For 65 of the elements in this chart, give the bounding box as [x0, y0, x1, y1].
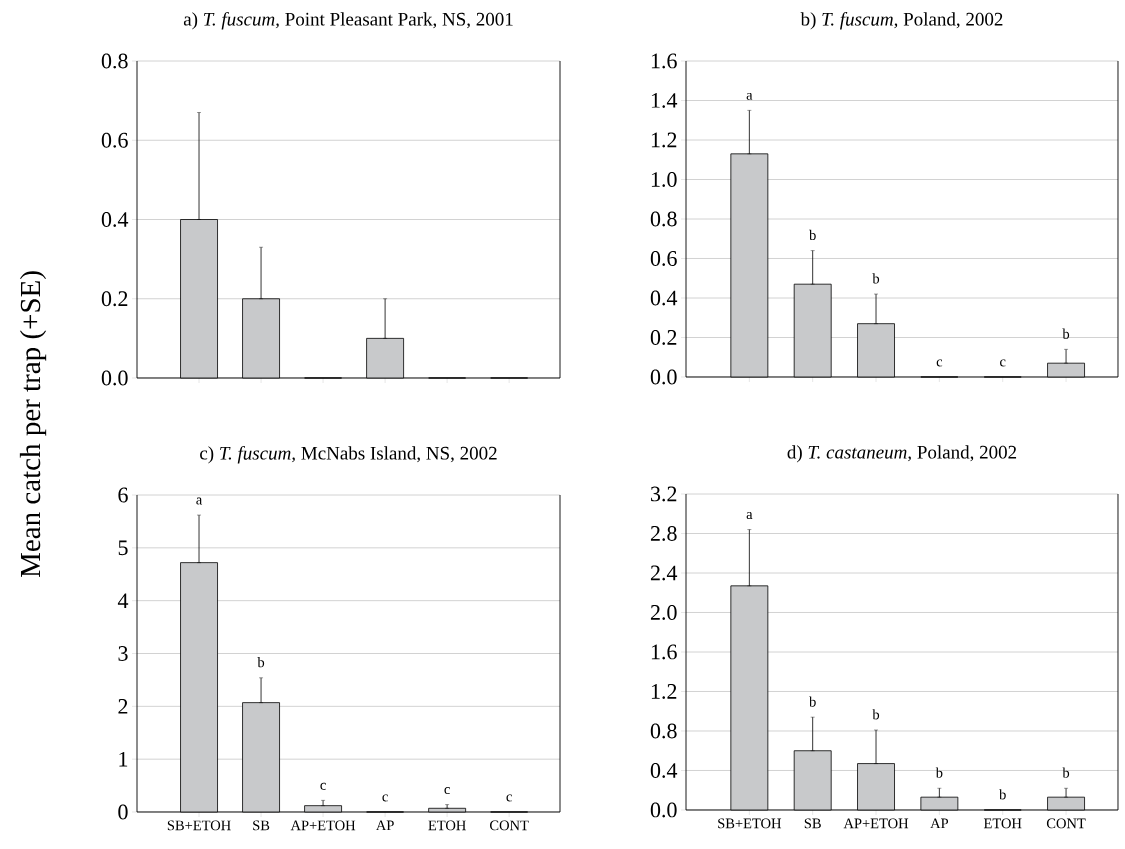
- y-tick-label: 0.0: [650, 369, 677, 385]
- x-tick-label: SB: [253, 820, 270, 831]
- y-tick-label: 1.6: [651, 644, 677, 660]
- x-tick-label: AP: [375, 820, 394, 831]
- y-tick-label: 0.4: [650, 290, 678, 306]
- y-tick-label: 1.0: [651, 172, 677, 187]
- y-tick-label: 3.2: [651, 486, 677, 502]
- y-tick-label: 2.8: [650, 526, 677, 541]
- x-tick-label: AP+ETOH: [843, 818, 909, 829]
- y-axis-title: Mean catch per trap (+SE): [19, 271, 47, 578]
- y-tick-label: 0.0: [650, 802, 677, 818]
- x-tick-label: SB+ETOH: [718, 818, 782, 829]
- x-tick-label: CONT: [490, 820, 529, 831]
- annotation: b: [809, 696, 816, 707]
- annotation: c: [444, 787, 450, 795]
- annotation: b: [872, 273, 880, 284]
- annotation: c: [936, 359, 943, 367]
- y-tick-label: 5: [118, 540, 128, 556]
- y-tick-label: 0.6: [650, 251, 677, 266]
- chart-title: b) T. fuscum, Poland, 2002: [800, 12, 1003, 30]
- y-tick-label: 1: [119, 751, 128, 767]
- y-tick-label: 2.0: [650, 605, 677, 620]
- chart-title: d) T. castaneum, Poland, 2002: [787, 445, 1017, 463]
- annotation: b: [935, 767, 943, 778]
- x-tick-label: ETOH: [428, 820, 466, 831]
- chart-title: c) T. fuscum, McNabs Island, NS, 2002: [200, 446, 497, 464]
- y-tick-label: 4: [117, 593, 129, 608]
- y-tick-label: 0.8: [650, 211, 677, 227]
- y-tick-label: 0.6: [101, 132, 128, 148]
- y-tick-label: 3: [118, 646, 128, 661]
- y-tick-label: 6: [118, 487, 128, 503]
- annotation: b: [257, 657, 265, 668]
- y-tick-label: 1.2: [651, 132, 677, 148]
- x-tick-label: CONT: [1046, 818, 1086, 829]
- y-tick-label: 2: [118, 699, 128, 714]
- y-tick-label: 0.8: [101, 53, 128, 69]
- x-tick-label: ETOH: [983, 818, 1022, 829]
- x-tick-label: SB+ETOH: [167, 820, 231, 831]
- chart-title: a) T. fuscum, Point Pleasant Park, NS, 2001: [183, 12, 513, 30]
- y-tick-label: 0.2: [101, 291, 128, 307]
- y-tick-label: 0.4: [101, 212, 129, 227]
- y-tick-label: 2.4: [650, 565, 678, 581]
- y-tick-label: 1.2: [651, 684, 677, 699]
- x-tick-label: AP: [930, 818, 949, 829]
- annotation: b: [999, 789, 1006, 800]
- x-tick-label: SB: [804, 818, 821, 829]
- annotation: a: [746, 512, 753, 520]
- annotation: b: [809, 229, 816, 241]
- annotation: c: [506, 794, 512, 802]
- annotation: c: [382, 794, 388, 802]
- y-tick-label: 0: [118, 804, 128, 820]
- y-tick-label: 1.4: [651, 93, 678, 108]
- annotation: a: [196, 497, 203, 505]
- annotation: c: [1000, 359, 1006, 367]
- annotation: a: [746, 92, 753, 100]
- annotation: b: [1062, 767, 1070, 778]
- y-tick-label: 1.6: [651, 53, 677, 69]
- y-tick-label: 0.4: [650, 763, 678, 778]
- x-tick-label: AP+ETOH: [290, 820, 356, 831]
- annotation: c: [320, 782, 326, 790]
- annotation: b: [1062, 328, 1070, 339]
- y-tick-label: 0.8: [650, 723, 677, 739]
- y-tick-label: 0.0: [101, 370, 128, 386]
- annotation: b: [872, 709, 880, 720]
- y-tick-label: 0.2: [650, 330, 677, 345]
